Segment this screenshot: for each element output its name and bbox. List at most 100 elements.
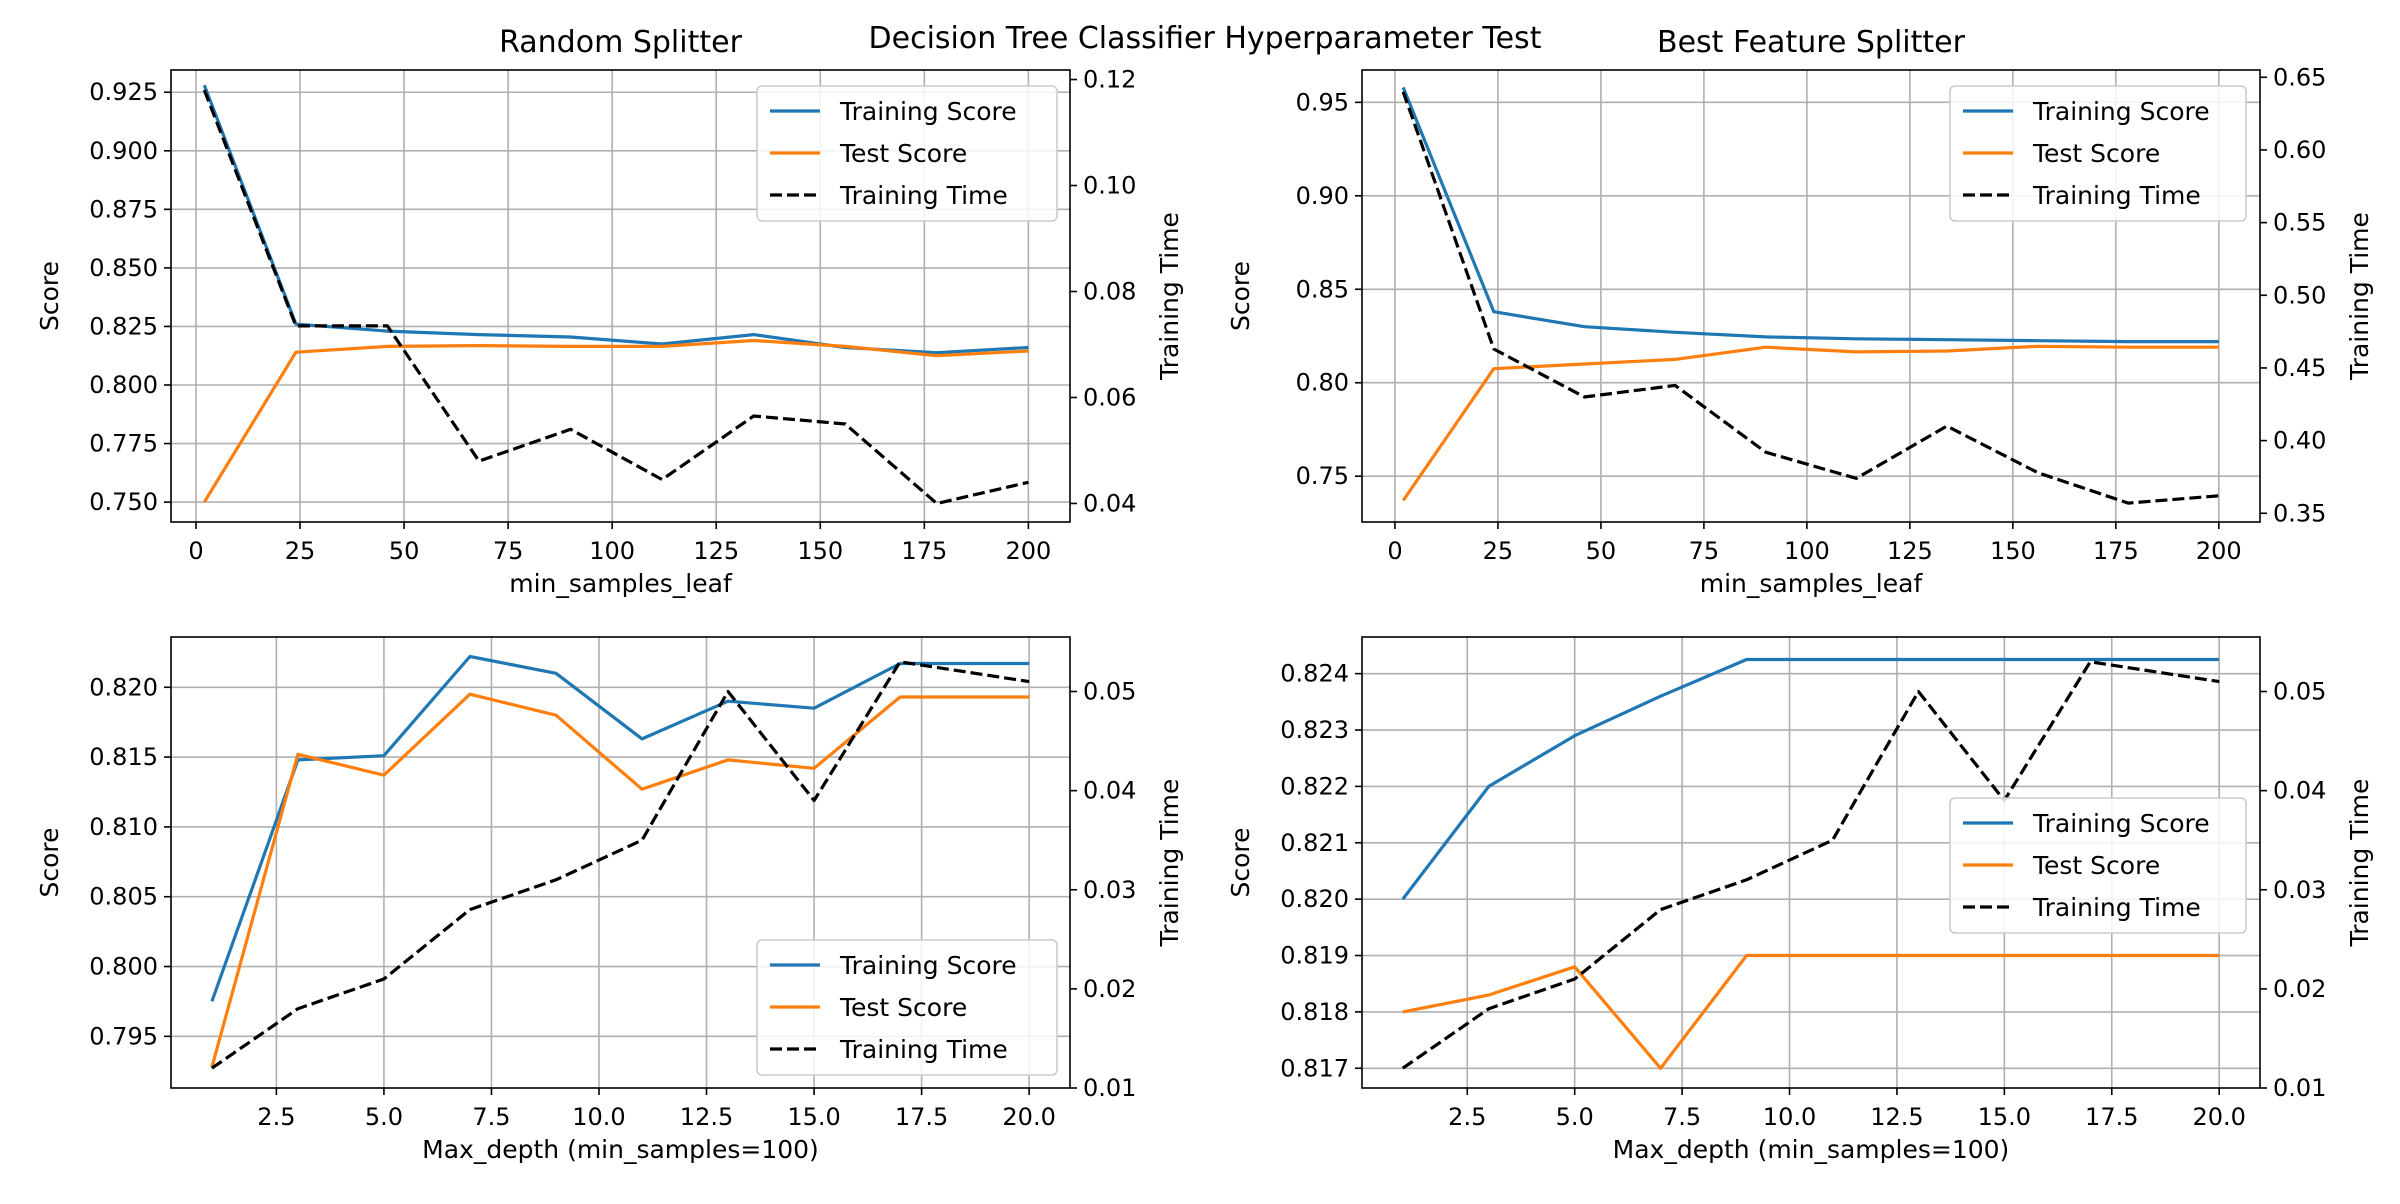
y2-tick-label: 0.02 (2273, 975, 2326, 1003)
x-tick-label: 7.5 (1663, 1103, 1701, 1131)
axes-frame (1361, 636, 2261, 1089)
y2-tick-label: 0.03 (2273, 876, 2326, 904)
legend-box (756, 85, 1058, 222)
x-tick-label: 200 (1005, 537, 1051, 565)
y-tick-label: 0.820 (1280, 885, 1349, 913)
y-tick-label: 0.800 (89, 953, 158, 981)
legend-entry: Test Score (2032, 139, 2160, 168)
x-tick-label: 200 (2196, 537, 2242, 565)
x-axis-label: Max_depth (min_samples=100) (422, 1135, 819, 1164)
y-tick-label: 0.815 (89, 743, 158, 771)
y-tick-label: 0.800 (89, 371, 158, 399)
x-tick-label: 2.5 (1448, 1103, 1486, 1131)
y2-tick-label: 0.01 (1083, 1074, 1136, 1102)
x-tick-label: 100 (1784, 537, 1830, 565)
series-line-3 (1401, 91, 2219, 505)
y2-axis-label: Training Time (1155, 779, 1184, 948)
x-tick-label: 20.0 (2192, 1103, 2245, 1131)
x-tick-label: 75 (1689, 537, 1720, 565)
y2-tick-label: 0.04 (1083, 777, 1136, 805)
y-tick-label: 0.925 (89, 78, 158, 106)
x-tick-label: 100 (589, 537, 635, 565)
y2-tick-label: 0.35 (2273, 499, 2326, 527)
x-tick-label: 5.0 (1556, 1103, 1594, 1131)
x-tick-label: 175 (2093, 537, 2139, 565)
y-tick-label: 0.795 (89, 1022, 158, 1050)
x-tick-label: 20.0 (1002, 1103, 1055, 1131)
y2-tick-label: 0.08 (1083, 277, 1136, 305)
y-tick-label: 0.810 (89, 813, 158, 841)
y2-axis-label: Training Time (2345, 212, 2374, 381)
x-tick-label: 175 (901, 537, 947, 565)
series-line-2 (1401, 344, 2219, 502)
x-tick-label: 17.5 (895, 1103, 948, 1131)
x-tick-label: 25 (1483, 537, 1514, 565)
y2-tick-label: 0.12 (1083, 66, 1136, 94)
x-tick-label: 10.0 (572, 1103, 625, 1131)
legend-entry: Training Score (839, 951, 1017, 980)
y2-tick-label: 0.06 (1083, 383, 1136, 411)
legend: Training Score Test Score Training Time (756, 85, 1058, 222)
y-tick-label: 0.95 (1296, 88, 1349, 116)
y-tick-label: 0.820 (89, 673, 158, 701)
y-tick-label: 0.819 (1280, 942, 1349, 970)
y-tick-label: 0.75 (1296, 462, 1349, 490)
x-tick-label: 50 (1586, 537, 1617, 565)
y2-tick-label: 0.05 (2273, 678, 2326, 706)
chart-3: 2.5 5.0 7.5 10.0 12.5 15.0 17.5 20.0 0.795 0.800 0… (35, 636, 1184, 1164)
legend-entry: Training Score (2032, 97, 2210, 126)
y-tick-label: 0.822 (1280, 772, 1349, 800)
legend-entry: Test Score (2032, 851, 2160, 880)
y-axis-label: Score (35, 261, 64, 331)
y-tick-label: 0.817 (1280, 1054, 1349, 1082)
y-tick-label: 0.90 (1296, 182, 1349, 210)
y-tick-label: 0.805 (89, 883, 158, 911)
x-tick-label: 0 (188, 537, 203, 565)
x-axis-label: min_samples_leaf (509, 569, 733, 598)
series-line-2 (210, 692, 1030, 1068)
y-tick-label: 0.775 (89, 430, 158, 458)
legend-box (1949, 797, 2247, 934)
y2-tick-label: 0.01 (2273, 1074, 2326, 1102)
x-tick-label: 15.0 (787, 1103, 840, 1131)
y2-tick-label: 0.05 (1083, 678, 1136, 706)
series-line-3 (210, 660, 1030, 1070)
y-axis-label: Score (35, 827, 64, 897)
series-line-2 (1402, 953, 2220, 1070)
x-axis-label: min_samples_leaf (1700, 569, 1924, 598)
figure-title: Decision Tree Classifier Hyperparameter … (869, 21, 1542, 56)
series-line-1 (1401, 657, 2220, 901)
y2-tick-label: 0.65 (2273, 63, 2326, 91)
legend: Training Score Test Score Training Time (1949, 797, 2247, 934)
series-line-3 (202, 89, 1029, 506)
y-tick-label: 0.824 (1280, 660, 1349, 688)
y-tick-label: 0.875 (89, 195, 158, 223)
legend-entry: Training Score (839, 97, 1017, 126)
x-tick-label: 150 (1990, 537, 2036, 565)
series-line-1 (1401, 86, 2219, 344)
legend-entry: Training Time (2032, 181, 2201, 210)
x-tick-label: 7.5 (472, 1103, 510, 1131)
x-tick-label: 5.0 (365, 1103, 403, 1131)
y-tick-label: 0.821 (1280, 829, 1349, 857)
x-tick-label: 50 (389, 537, 420, 565)
legend: Training Score Test Score Training Time (756, 939, 1058, 1076)
y2-tick-label: 0.03 (1083, 876, 1136, 904)
legend-entry: Training Time (839, 1035, 1008, 1064)
y-tick-label: 0.823 (1280, 716, 1349, 744)
legend-box (1949, 85, 2247, 222)
x-tick-label: 2.5 (257, 1103, 295, 1131)
y2-axis-label: Training Time (1155, 212, 1184, 381)
y2-tick-label: 0.02 (1083, 975, 1136, 1003)
legend-entry: Test Score (839, 139, 967, 168)
y2-tick-label: 0.60 (2273, 136, 2326, 164)
y2-tick-label: 0.04 (2273, 777, 2326, 805)
series-line-3 (1401, 660, 2220, 1070)
series-line-1 (210, 654, 1030, 1002)
legend-entry: Training Time (2032, 893, 2201, 922)
chart-4: 2.5 5.0 7.5 10.0 12.5 15.0 17.5 20.0 0.817 0.818 0… (1226, 636, 2374, 1164)
legend-entry: Training Score (2032, 809, 2210, 838)
x-tick-label: 10.0 (1763, 1103, 1816, 1131)
